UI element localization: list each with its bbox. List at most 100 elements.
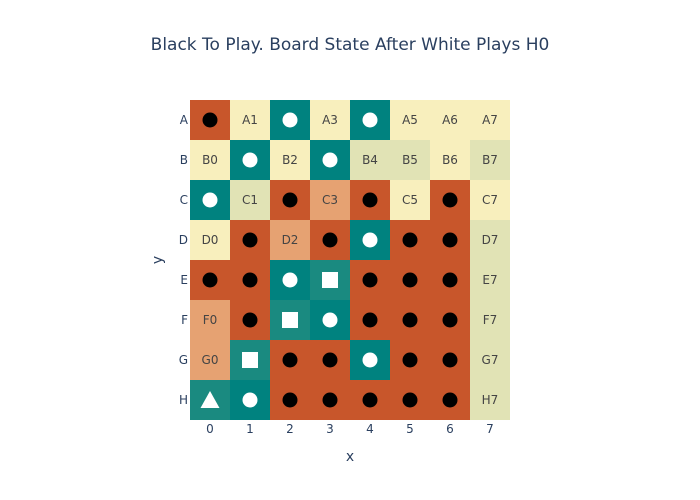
black-circle-marker-H4 bbox=[362, 392, 378, 408]
black-circle-marker-D6 bbox=[442, 232, 458, 248]
board-cell-A1 bbox=[230, 100, 270, 140]
cell-label-A1: A1 bbox=[242, 113, 258, 127]
y-tick-label: A bbox=[180, 113, 189, 127]
cell-label-C3: C3 bbox=[322, 193, 338, 207]
x-tick-label: 2 bbox=[286, 422, 294, 436]
board-cell-B4 bbox=[350, 140, 390, 180]
black-circle-marker-G5 bbox=[402, 352, 418, 368]
board-cell-F7 bbox=[470, 300, 510, 340]
black-circle-marker-F4 bbox=[362, 312, 378, 328]
black-circle-marker-E5 bbox=[402, 272, 418, 288]
board-cell-B7 bbox=[470, 140, 510, 180]
black-circle-marker-E0 bbox=[202, 272, 218, 288]
cell-label-B0: B0 bbox=[202, 153, 218, 167]
white-circle-marker-B1 bbox=[242, 152, 258, 168]
cell-label-B5: B5 bbox=[402, 153, 418, 167]
board-cell-C3 bbox=[310, 180, 350, 220]
black-circle-marker-E4 bbox=[362, 272, 378, 288]
black-circle-marker-D3 bbox=[322, 232, 338, 248]
black-circle-marker-G6 bbox=[442, 352, 458, 368]
board-cell-C5 bbox=[390, 180, 430, 220]
cell-label-F0: F0 bbox=[203, 313, 218, 327]
x-tick-label: 5 bbox=[406, 422, 414, 436]
cell-label-C5: C5 bbox=[402, 193, 418, 207]
cell-label-A5: A5 bbox=[402, 113, 418, 127]
cell-label-B2: B2 bbox=[282, 153, 298, 167]
cell-label-A6: A6 bbox=[442, 113, 458, 127]
white-circle-marker-A4 bbox=[362, 112, 378, 128]
black-circle-marker-F1 bbox=[242, 312, 258, 328]
cell-label-A3: A3 bbox=[322, 113, 338, 127]
white-square-marker-F2 bbox=[282, 312, 298, 328]
x-tick-label: 0 bbox=[206, 422, 214, 436]
board-cell-H7 bbox=[470, 380, 510, 420]
black-circle-marker-H6 bbox=[442, 392, 458, 408]
white-square-marker-G1 bbox=[242, 352, 258, 368]
y-tick-label: B bbox=[180, 153, 188, 167]
x-axis-ticks: 0 1 2 3 4 5 6 7 bbox=[206, 422, 494, 436]
board-cell-G7 bbox=[470, 340, 510, 380]
cell-label-C1: C1 bbox=[242, 193, 258, 207]
y-tick-label: H bbox=[179, 393, 188, 407]
black-circle-marker-C4 bbox=[362, 192, 378, 208]
board-cell-A5 bbox=[390, 100, 430, 140]
board-cell-F0 bbox=[190, 300, 230, 340]
board-cell-A7 bbox=[470, 100, 510, 140]
board-cell-C1 bbox=[230, 180, 270, 220]
white-circle-marker-G4 bbox=[362, 352, 378, 368]
cell-label-D2: D2 bbox=[282, 233, 299, 247]
white-circle-marker-H1 bbox=[242, 392, 258, 408]
white-circle-marker-E2 bbox=[282, 272, 298, 288]
cell-label-G0: G0 bbox=[202, 353, 219, 367]
y-tick-label: G bbox=[179, 353, 188, 367]
black-circle-marker-H5 bbox=[402, 392, 418, 408]
cell-label-B6: B6 bbox=[442, 153, 458, 167]
chart-title: Black To Play. Board State After White P… bbox=[151, 35, 550, 55]
white-circle-marker-B3 bbox=[322, 152, 338, 168]
cell-label-B7: B7 bbox=[482, 153, 498, 167]
y-axis-title: y bbox=[150, 256, 166, 264]
black-circle-marker-G3 bbox=[322, 352, 338, 368]
x-tick-label: 1 bbox=[246, 422, 254, 436]
black-circle-marker-F5 bbox=[402, 312, 418, 328]
board-cell-C7 bbox=[470, 180, 510, 220]
board-grid: A1 A3 A5 A6 A7 B0 B2 B4 B5 B6 B7 C1 C3 C5 C7 D0 D2 D7 E7 F0… bbox=[190, 100, 510, 420]
white-circle-marker-C0 bbox=[202, 192, 218, 208]
black-circle-marker-H2 bbox=[282, 392, 298, 408]
board-cell-B5 bbox=[390, 140, 430, 180]
cell-label-H7: H7 bbox=[482, 393, 499, 407]
black-circle-marker-G2 bbox=[282, 352, 298, 368]
board-cell-D7 bbox=[470, 220, 510, 260]
cell-label-G7: G7 bbox=[482, 353, 499, 367]
black-circle-marker-C6 bbox=[442, 192, 458, 208]
cell-label-B4: B4 bbox=[362, 153, 378, 167]
board-cell-B2 bbox=[270, 140, 310, 180]
black-circle-marker-C2 bbox=[282, 192, 298, 208]
y-tick-label: E bbox=[180, 273, 188, 287]
board-cell-D2 bbox=[270, 220, 310, 260]
cell-label-C7: C7 bbox=[482, 193, 498, 207]
white-circle-marker-F3 bbox=[322, 312, 338, 328]
black-circle-marker-E6 bbox=[442, 272, 458, 288]
black-circle-marker-A0 bbox=[202, 112, 218, 128]
cell-label-F7: F7 bbox=[483, 313, 498, 327]
board-cell-B6 bbox=[430, 140, 470, 180]
x-tick-label: 6 bbox=[446, 422, 454, 436]
board-cell-D0 bbox=[190, 220, 230, 260]
board-cell-G0 bbox=[190, 340, 230, 380]
white-circle-marker-D4 bbox=[362, 232, 378, 248]
cell-label-A7: A7 bbox=[482, 113, 498, 127]
board-cell-A3 bbox=[310, 100, 350, 140]
black-circle-marker-D5 bbox=[402, 232, 418, 248]
y-axis-ticks: A B C D E F G H bbox=[179, 113, 189, 407]
y-tick-label: F bbox=[181, 313, 188, 327]
x-axis-title: x bbox=[346, 449, 354, 465]
cell-label-D0: D0 bbox=[202, 233, 219, 247]
board-cell-B0 bbox=[190, 140, 230, 180]
black-circle-marker-D1 bbox=[242, 232, 258, 248]
x-tick-label: 7 bbox=[486, 422, 494, 436]
board-cell-E7 bbox=[470, 260, 510, 300]
cell-label-D7: D7 bbox=[482, 233, 499, 247]
board-cell-A6 bbox=[430, 100, 470, 140]
